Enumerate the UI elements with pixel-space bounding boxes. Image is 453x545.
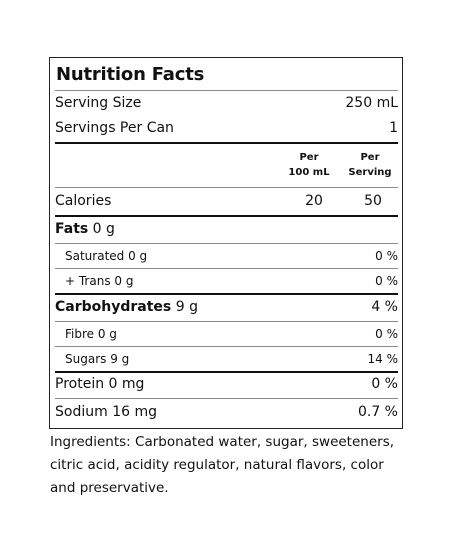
serving-size-label: Serving Size: [55, 95, 142, 111]
protein-label: Protein 0 mg: [55, 376, 145, 392]
per-serving-header-top: Per: [360, 152, 380, 163]
trans-label: + Trans 0 g: [65, 274, 134, 288]
sugars-dv: 14 %: [367, 352, 399, 366]
calories-label: Calories: [55, 193, 112, 209]
fats-name: Fats: [55, 221, 89, 237]
carbohydrates-dv: 4 %: [371, 299, 398, 315]
carbohydrates-amount: 9 g: [175, 299, 198, 315]
fats-amount: 0 g: [92, 221, 115, 237]
nutrition-facts-panel: Nutrition Facts Serving Size 250 mL Serv…: [49, 57, 403, 429]
sugars-label: Sugars 9 g: [65, 352, 130, 366]
thick-divider: [55, 293, 398, 295]
calories-per-100ml: 20: [305, 193, 323, 209]
divider: [55, 321, 398, 322]
divider: [55, 268, 398, 269]
divider: [55, 398, 398, 399]
fibre-dv: 0 %: [375, 327, 398, 341]
thick-divider: [55, 142, 398, 144]
divider: [55, 90, 398, 91]
thick-divider: [55, 371, 398, 373]
thick-divider: [55, 215, 398, 217]
servings-per-value: 1: [389, 120, 398, 136]
sodium-dv: 0.7 %: [357, 404, 398, 420]
per-serving-header-bottom: Serving: [348, 167, 392, 178]
saturated-label: Saturated 0 g: [65, 249, 148, 263]
per-100ml-header: Per 100 mL: [279, 150, 339, 180]
saturated-dv: 0 %: [375, 249, 398, 263]
protein-dv: 0 %: [371, 376, 398, 392]
nutrition-facts-title: Nutrition Facts: [56, 64, 205, 85]
trans-dv: 0 %: [375, 274, 398, 288]
calories-per-serving: 50: [364, 193, 382, 209]
divider: [55, 187, 398, 188]
carbohydrates-name: Carbohydrates: [55, 299, 172, 315]
serving-size-value: 250 mL: [345, 95, 398, 111]
per-100ml-header-top: Per: [299, 152, 319, 163]
ingredients-text: Ingredients: Carbonated water, sugar, sw…: [50, 434, 395, 496]
per-100ml-header-bottom: 100 mL: [288, 167, 330, 178]
per-serving-header: Per Serving: [342, 150, 398, 180]
sodium-label: Sodium 16 mg: [55, 404, 157, 420]
divider: [55, 346, 398, 347]
servings-per-label: Servings Per Can: [55, 120, 174, 136]
fibre-label: Fibre 0 g: [65, 327, 117, 341]
divider: [55, 243, 398, 244]
